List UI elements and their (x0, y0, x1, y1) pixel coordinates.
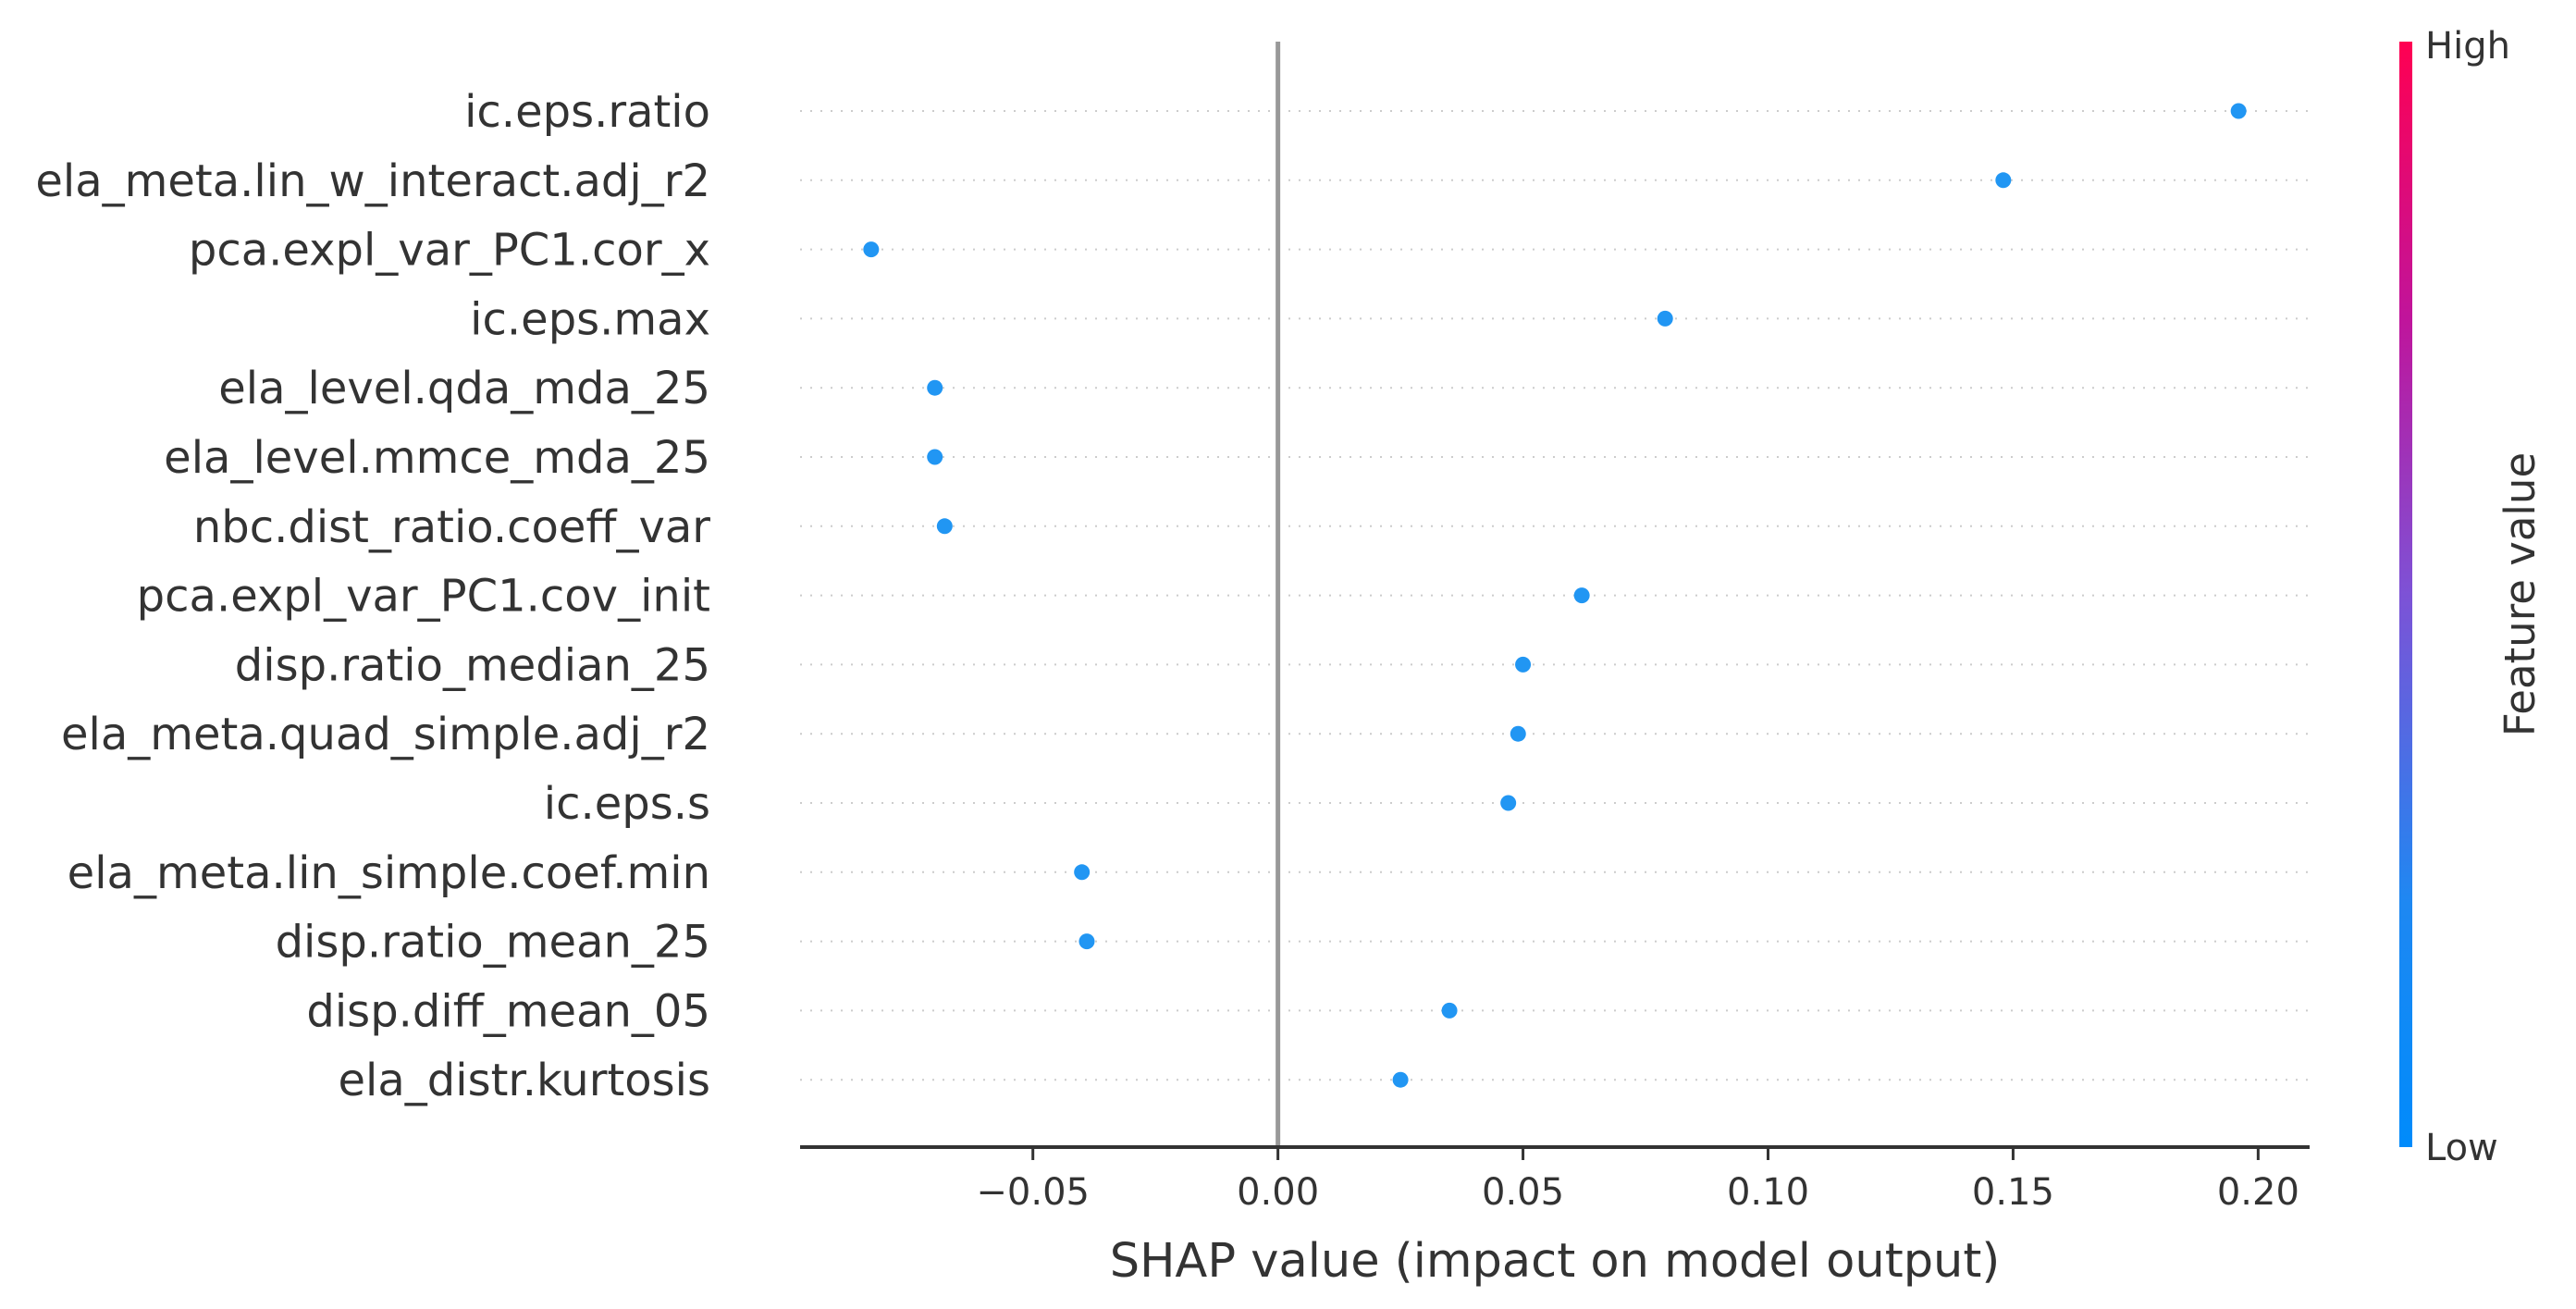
x-tick-label: 0.05 (1482, 1171, 1564, 1214)
shap-point (1441, 1002, 1458, 1019)
feature-label: pca.expl_var_PC1.cov_init (137, 571, 710, 623)
feature-label: ela_distr.kurtosis (338, 1055, 710, 1106)
shap-point (1657, 310, 1673, 327)
feature-label: ic.eps.ratio (464, 86, 710, 138)
x-tick-label: 0.00 (1237, 1171, 1319, 1214)
feature-label: disp.ratio_median_25 (235, 639, 710, 691)
feature-label: disp.diff_mean_05 (306, 985, 710, 1037)
colorbar-low-label: Low (2425, 1127, 2498, 1169)
x-axis-title: SHAP value (impact on model output) (1110, 1234, 2001, 1289)
feature-label: ic.eps.max (470, 293, 710, 345)
feature-label: ic.eps.s (544, 778, 710, 830)
feature-label: nbc.dist_ratio.coeff_var (193, 501, 710, 553)
shap-point (1074, 864, 1091, 881)
shap-point (863, 241, 880, 258)
shap-point (1392, 1071, 1409, 1088)
shap-points (863, 103, 2247, 1088)
shap-point (1510, 725, 1526, 742)
shap-point (936, 518, 953, 535)
feature-label: ela_level.mmce_mda_25 (164, 432, 710, 484)
colorbar-high-label: High (2425, 25, 2510, 68)
colorbar: High Low Feature value (2399, 25, 2545, 1169)
row-gridlines (800, 110, 2310, 1081)
feature-label: ela_level.qda_mda_25 (218, 363, 710, 414)
shap-point (927, 379, 943, 396)
shap-point (1515, 656, 1532, 673)
x-tick-label: −0.05 (976, 1171, 1090, 1214)
shap-point (2230, 103, 2247, 119)
x-axis: −0.05 0.00 0.05 0.10 0.15 0.20 (800, 1145, 2310, 1214)
x-tick-label: 0.15 (1972, 1171, 2054, 1214)
feature-label: ela_meta.lin_w_interact.adj_r2 (35, 155, 710, 207)
shap-point (1573, 587, 1590, 604)
shap-point (927, 449, 943, 465)
shap-point (1078, 933, 1095, 950)
feature-label: disp.ratio_mean_25 (276, 917, 710, 969)
feature-label: ela_meta.lin_simple.coef.min (68, 847, 710, 899)
colorbar-title: Feature value (2496, 452, 2545, 736)
x-tick-label: 0.20 (2217, 1171, 2299, 1214)
x-tick-label: 0.10 (1727, 1171, 1809, 1214)
feature-labels: ic.eps.ratio ela_meta.lin_w_interact.adj_… (35, 86, 710, 1106)
feature-label: ela_meta.quad_simple.adj_r2 (61, 709, 710, 760)
shap-point (1995, 172, 2012, 189)
feature-label: pca.expl_var_PC1.cor_x (189, 225, 710, 277)
colorbar-gradient (2399, 42, 2412, 1147)
shap-point (1500, 795, 1517, 811)
